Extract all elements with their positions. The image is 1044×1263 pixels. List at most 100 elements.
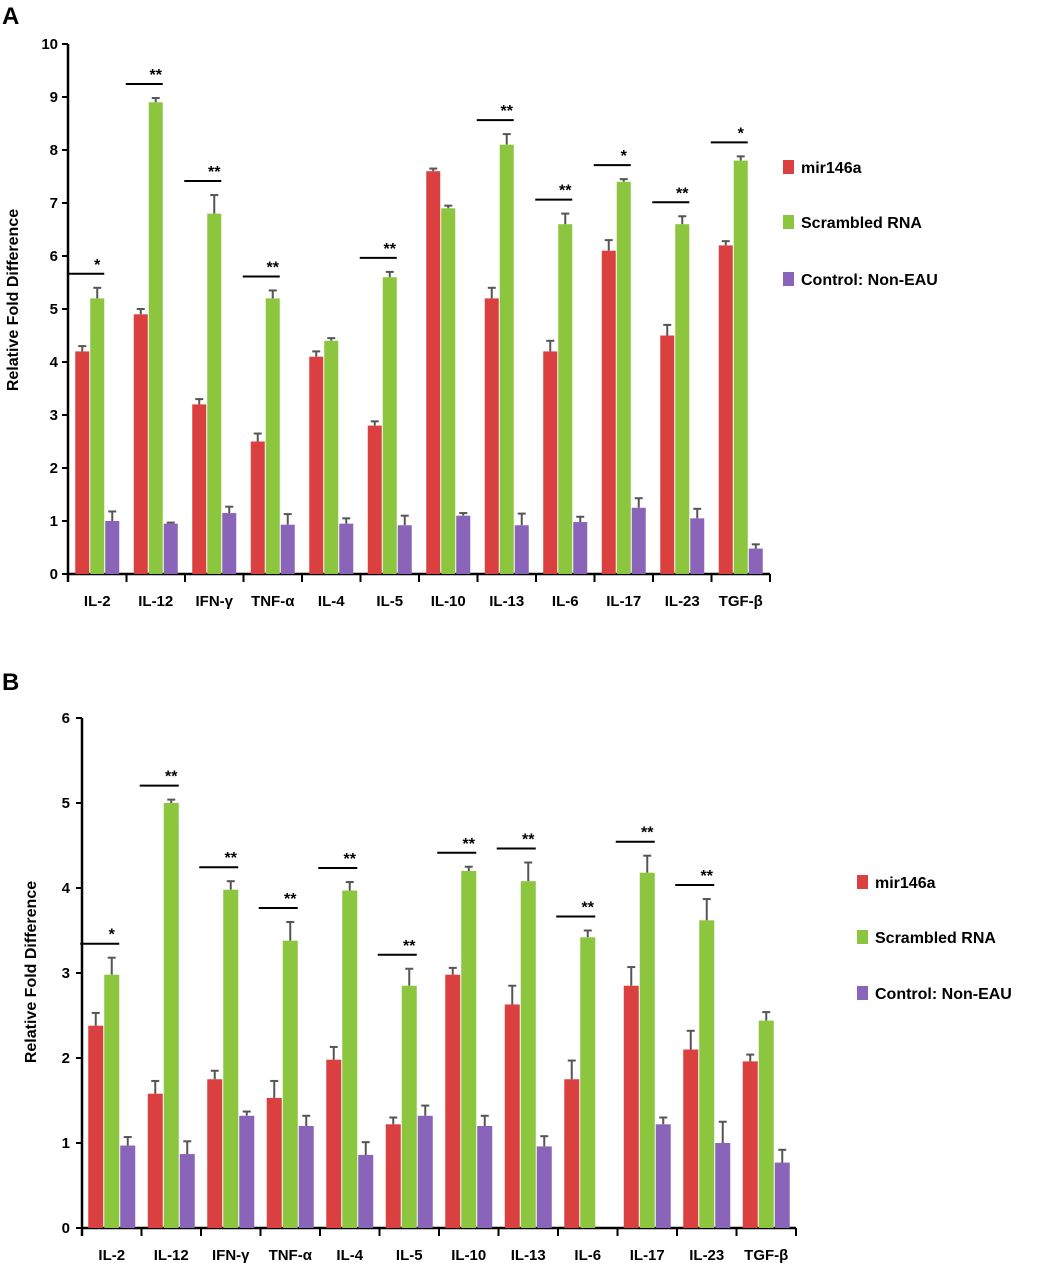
significance-marker: * bbox=[621, 148, 628, 165]
y-tick-label: 2 bbox=[62, 1050, 70, 1067]
y-tick-label: 1 bbox=[62, 1135, 70, 1152]
category-label: IL-17 bbox=[630, 1247, 665, 1263]
bar-control-tnf bbox=[280, 524, 295, 574]
panel-label-b: B bbox=[2, 669, 19, 696]
bar-control-il12 bbox=[179, 1154, 195, 1228]
bar-scrambled-il6 bbox=[580, 937, 596, 1228]
legend-label: mir146a bbox=[801, 160, 862, 177]
y-axis-label: Relative Fold Difference bbox=[5, 209, 22, 391]
bar-scrambled-il4 bbox=[324, 340, 339, 574]
bar-scrambled-il13 bbox=[520, 881, 536, 1228]
category-label: IL-4 bbox=[336, 1247, 363, 1263]
category-label: IL-17 bbox=[606, 593, 641, 610]
bar-scrambled-il2 bbox=[90, 298, 105, 574]
bar-scrambled-il2 bbox=[104, 974, 120, 1228]
significance-marker: ** bbox=[522, 832, 535, 849]
legend-label: Scrambled RNA bbox=[875, 930, 996, 947]
bar-mir146a-il13 bbox=[484, 298, 499, 574]
bar-mir146a-il5 bbox=[385, 1124, 401, 1228]
bar-control-il10 bbox=[456, 515, 471, 574]
category-label: IL-12 bbox=[138, 593, 173, 610]
legend-swatch-scrambled bbox=[857, 930, 868, 944]
bar-scrambled-il4 bbox=[342, 890, 358, 1228]
bar-control-il4 bbox=[339, 523, 354, 574]
panel-a-chart: 0 1 2 3 4 5 6 7 8 9 10 Relative Fold Difference IL-2… bbox=[5, 36, 938, 610]
bar-control-tnf bbox=[298, 1126, 314, 1228]
y-tick-label: 0 bbox=[50, 566, 58, 583]
bar-mir146a-il2 bbox=[75, 351, 90, 574]
bar-mir146a-ifn bbox=[207, 1079, 223, 1228]
y-tick-label: 6 bbox=[62, 710, 70, 727]
legend-swatch-mir146a bbox=[857, 875, 868, 889]
category-label: IL-10 bbox=[451, 1247, 486, 1263]
bar-control-il6 bbox=[573, 522, 588, 574]
bar-scrambled-il12 bbox=[148, 102, 163, 575]
significance-marker: * bbox=[94, 257, 101, 274]
significance-marker: ** bbox=[344, 851, 357, 868]
significance-marker: ** bbox=[384, 241, 397, 258]
bar-scrambled-tgf bbox=[758, 1020, 774, 1228]
significance-marker: ** bbox=[501, 103, 514, 120]
category-label: TGF-β bbox=[744, 1247, 788, 1263]
bar-mir146a-il13 bbox=[504, 1004, 520, 1228]
bar-mir146a-il17 bbox=[601, 250, 616, 574]
bar-control-ifn bbox=[222, 513, 237, 574]
significance-marker: ** bbox=[559, 183, 572, 200]
y-tick-label: 1 bbox=[50, 513, 58, 530]
bar-scrambled-il10 bbox=[461, 871, 477, 1228]
bar-scrambled-il17 bbox=[616, 181, 631, 575]
y-tick-label: 0 bbox=[62, 1220, 70, 1237]
bar-scrambled-ifn bbox=[223, 889, 239, 1228]
bar-control-il2 bbox=[120, 1145, 136, 1228]
significance-marker: ** bbox=[150, 67, 163, 84]
bar-mir146a-il6 bbox=[564, 1079, 580, 1228]
significance-marker: ** bbox=[582, 900, 595, 917]
panel-b-chart: 0 1 2 3 4 5 6 Relative Fold Difference IL-2 IL-12… bbox=[23, 710, 1012, 1263]
bar-control-ifn bbox=[239, 1115, 255, 1228]
bar-mir146a-tgf bbox=[718, 245, 733, 574]
bar-control-il13 bbox=[514, 525, 529, 574]
bar-mir146a-ifn bbox=[192, 404, 207, 574]
significance-marker: ** bbox=[208, 164, 221, 181]
y-tick-label: 5 bbox=[50, 301, 58, 318]
bar-control-tgf bbox=[748, 548, 763, 574]
bar-scrambled-il17 bbox=[639, 872, 655, 1228]
bar-mir146a-il6 bbox=[543, 351, 558, 574]
significance-marker: ** bbox=[165, 769, 178, 786]
y-tick-label: 5 bbox=[62, 795, 70, 812]
significance-marker: ** bbox=[463, 836, 476, 853]
bar-mir146a-il10 bbox=[426, 171, 441, 574]
y-tick-label: 4 bbox=[50, 354, 59, 371]
bar-mir146a-il12 bbox=[147, 1093, 163, 1228]
significance-marker: ** bbox=[267, 259, 280, 276]
bar-mir146a-il23 bbox=[660, 335, 675, 574]
panel-label-a: A bbox=[2, 3, 19, 30]
category-label: TGF-β bbox=[719, 593, 763, 610]
bar-control-tgf bbox=[774, 1162, 790, 1228]
category-label: IL-13 bbox=[511, 1247, 546, 1263]
bar-scrambled-il12 bbox=[163, 803, 179, 1228]
bar-control-il12 bbox=[163, 523, 178, 574]
legend-label: mir146a bbox=[875, 875, 936, 892]
bar-scrambled-il5 bbox=[401, 985, 417, 1228]
bar-scrambled-tnf bbox=[282, 940, 298, 1228]
y-tick-label: 10 bbox=[41, 36, 58, 53]
significance-marker: * bbox=[738, 125, 745, 142]
bar-scrambled-tgf bbox=[733, 160, 748, 574]
category-label: IFN-γ bbox=[212, 1247, 250, 1263]
bar-mir146a-tgf bbox=[742, 1061, 758, 1228]
y-tick-label: 4 bbox=[62, 880, 71, 897]
bar-control-il13 bbox=[536, 1146, 552, 1228]
bar-control-il23 bbox=[715, 1143, 731, 1228]
y-tick-label: 3 bbox=[50, 407, 58, 424]
bar-control-il23 bbox=[690, 518, 705, 574]
bar-scrambled-il13 bbox=[499, 144, 514, 574]
bar-mir146a-il17 bbox=[623, 985, 639, 1228]
category-label: IL-23 bbox=[689, 1247, 724, 1263]
y-tick-label: 8 bbox=[50, 142, 58, 159]
legend-swatch-control bbox=[783, 272, 794, 286]
category-label: IL-13 bbox=[489, 593, 524, 610]
category-label: IL-4 bbox=[318, 593, 345, 610]
significance-marker: ** bbox=[284, 891, 297, 908]
category-label: IL-5 bbox=[376, 593, 403, 610]
